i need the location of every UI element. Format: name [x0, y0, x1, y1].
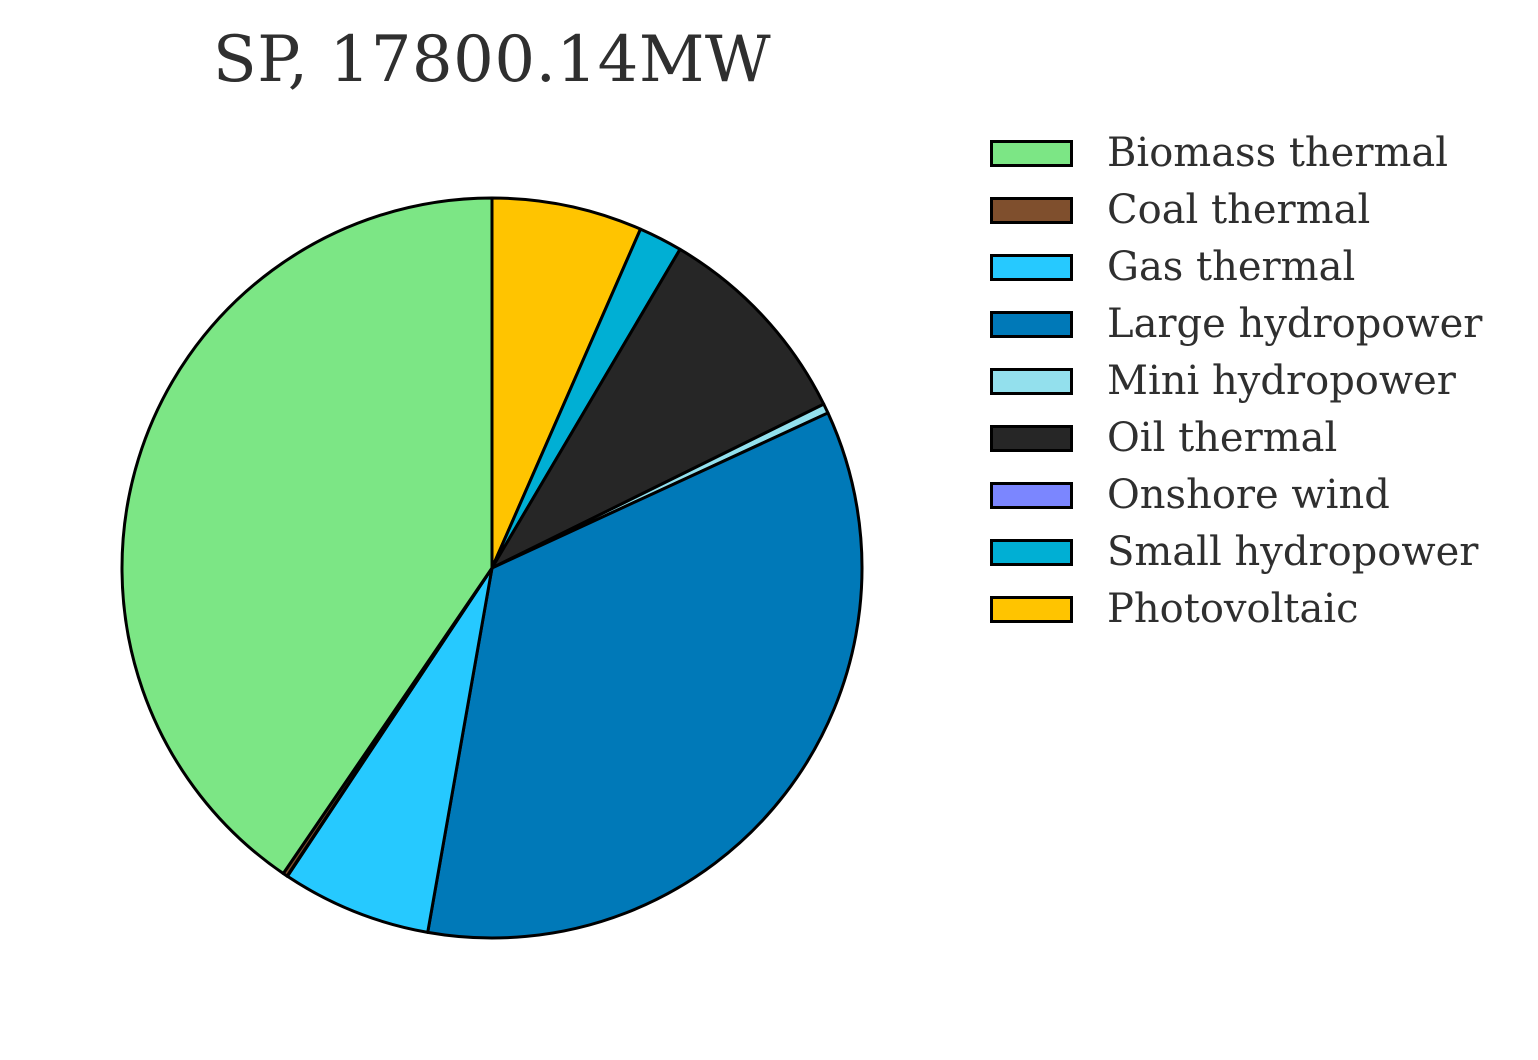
legend-item-mini-hydropower: Mini hydropower [990, 353, 1530, 410]
pie-slice-photovoltaic [490, 196, 642, 570]
legend-swatch-oil-thermal [990, 425, 1073, 452]
pie-slice-large-hydropower [426, 411, 864, 940]
legend-swatch-mini-hydropower [990, 368, 1073, 395]
pie-chart [120, 196, 864, 940]
pie-slice-oil-thermal [490, 247, 826, 570]
pie-slice-biomass-thermal [120, 196, 494, 876]
legend-item-onshore-wind: Onshore wind [990, 467, 1530, 524]
legend-swatch-large-hydropower [990, 311, 1073, 338]
legend-item-photovoltaic: Photovoltaic [990, 581, 1530, 638]
legend-swatch-biomass-thermal [990, 140, 1073, 167]
legend-label-small-hydropower: Small hydropower [1107, 529, 1479, 575]
legend-label-biomass-thermal: Biomass thermal [1107, 130, 1449, 176]
legend-item-gas-thermal: Gas thermal [990, 239, 1530, 296]
legend-label-gas-thermal: Gas thermal [1107, 244, 1356, 290]
legend-item-coal-thermal: Coal thermal [990, 182, 1530, 239]
legend-swatch-gas-thermal [990, 254, 1073, 281]
legend-label-onshore-wind: Onshore wind [1107, 472, 1390, 518]
legend-label-photovoltaic: Photovoltaic [1107, 586, 1359, 632]
legend-label-oil-thermal: Oil thermal [1107, 415, 1338, 461]
legend-item-oil-thermal: Oil thermal [990, 410, 1530, 467]
pie-slices [120, 196, 864, 940]
legend-label-large-hydropower: Large hydropower [1107, 301, 1483, 347]
legend-swatch-photovoltaic [990, 596, 1073, 623]
legend-item-small-hydropower: Small hydropower [990, 524, 1530, 581]
legend: Biomass thermal Coal thermal Gas thermal La… [990, 125, 1530, 638]
legend-label-coal-thermal: Coal thermal [1107, 187, 1371, 233]
legend-item-biomass-thermal: Biomass thermal [990, 125, 1530, 182]
legend-swatch-onshore-wind [990, 482, 1073, 509]
legend-item-large-hydropower: Large hydropower [990, 296, 1530, 353]
legend-swatch-small-hydropower [990, 539, 1073, 566]
pie-slice-gas-thermal [285, 566, 494, 934]
chart-title: SP, 17800.14MW [212, 23, 772, 97]
legend-swatch-coal-thermal [990, 197, 1073, 224]
legend-label-mini-hydropower: Mini hydropower [1107, 358, 1456, 404]
